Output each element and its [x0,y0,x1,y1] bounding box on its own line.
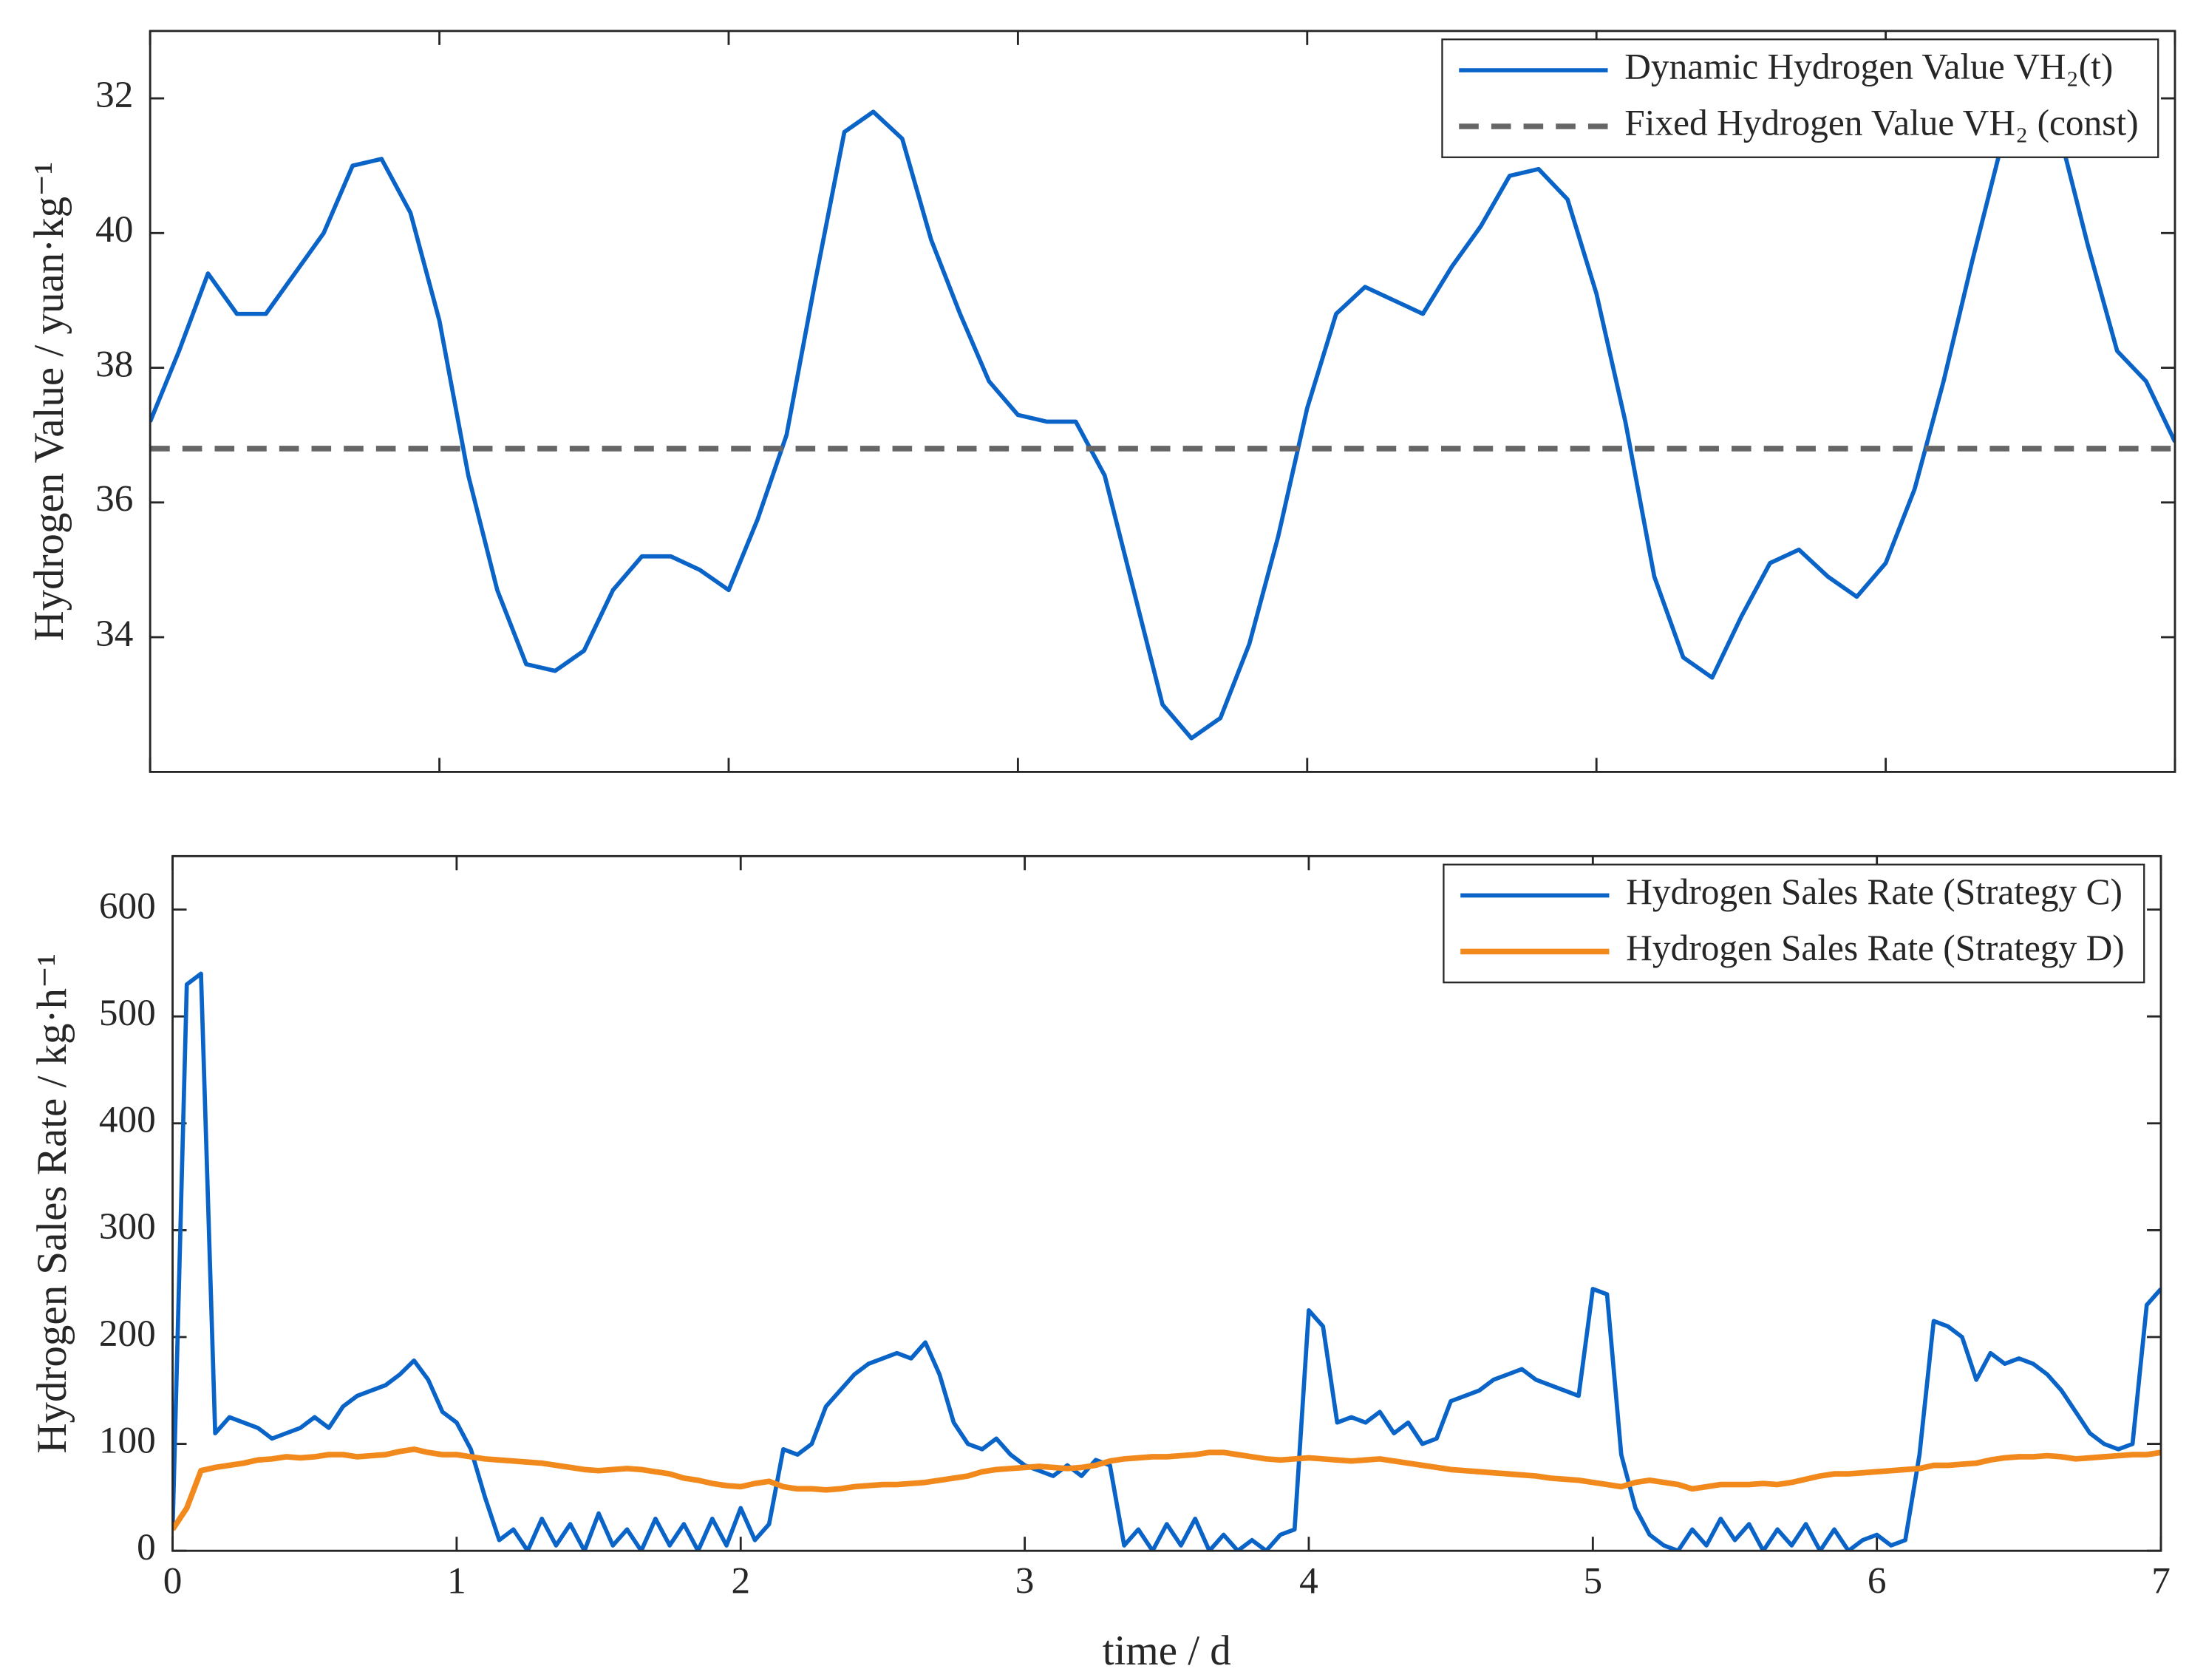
y-axis-label: Hydrogen Value / yuan·kg⁻¹ [26,162,72,642]
y-tick-label: 300 [99,1205,156,1248]
x-tick-label: 5 [1584,1560,1603,1602]
x-tick-label: 4 [1299,1560,1318,1602]
x-axis-label: time / d [1103,1628,1231,1674]
y-axis-label: Hydrogen Sales Rate / kg·h⁻¹ [29,953,75,1454]
y-tick-label: 200 [99,1313,156,1355]
y-tick-label: 32 [95,74,133,116]
y-tick-label: 600 [99,885,156,927]
legend: Hydrogen Sales Rate (Strategy C) Hydrogen… [1443,863,2145,984]
axes-box [149,30,2176,773]
y-tick-label: 38 [95,343,133,385]
plot-area [172,971,2162,1551]
data-line [172,1446,2162,1531]
data-line [172,971,2162,1551]
legend-label: Hydrogen Sales Rate (Strategy D) [1626,928,2124,968]
y-tick-label: 34 [95,613,133,655]
legend-box [1441,38,2159,158]
y-tick-label: 400 [99,1099,156,1141]
x-tick-label: 6 [1868,1560,1887,1602]
x-tick-label: 7 [2151,1560,2171,1602]
x-tick-label: 0 [163,1560,183,1602]
legend-label: Fixed Hydrogen Value VH₂ (const) [1624,102,2138,143]
legend-label: Dynamic Hydrogen Value VH₂(t) [1624,46,2113,86]
y-tick-label: 40 [95,208,133,251]
y-tick-label: 0 [137,1526,156,1568]
legend: Dynamic Hydrogen Value VH₂(t) Fixed Hydro… [1441,38,2159,158]
plot-area [150,109,2176,741]
y-tick-label: 500 [99,992,156,1034]
x-tick-label: 1 [447,1560,466,1602]
x-tick-label: 3 [1015,1560,1035,1602]
y-tick-label: 100 [99,1419,156,1461]
legend-box [1443,863,2145,984]
axes-box [171,854,2162,1552]
legend-label: Hydrogen Sales Rate (Strategy C) [1626,871,2122,912]
y-tick-label: 36 [95,478,133,520]
data-line [150,109,2176,741]
x-tick-label: 2 [731,1560,750,1602]
